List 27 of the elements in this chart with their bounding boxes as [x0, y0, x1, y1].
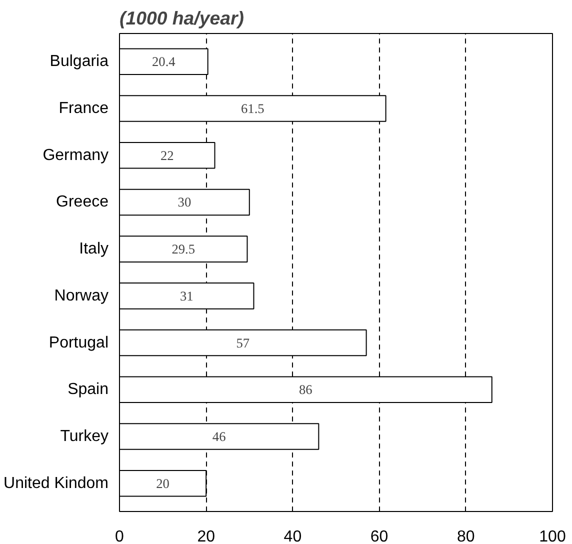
data-label: 29.5	[172, 242, 196, 257]
y-tick-label: United Kindom	[4, 474, 109, 492]
y-tick-label: Germany	[42, 146, 108, 164]
data-label: 22	[160, 148, 174, 163]
data-label: 20.4	[152, 54, 176, 70]
data-label: 30	[178, 194, 192, 210]
x-tick-label: 100	[539, 528, 566, 544]
y-tick-label: Italy	[79, 240, 108, 258]
x-tick-label: 20	[197, 528, 216, 544]
x-tick-label: 40	[284, 528, 302, 544]
data-label: 61.5	[240, 100, 265, 116]
data-label: 31	[180, 288, 194, 304]
y-tick-label: Norway	[54, 287, 108, 304]
y-tick-label: Portugal	[48, 334, 108, 352]
data-label: 86	[299, 382, 313, 398]
data-label: 20	[156, 476, 170, 491]
x-tick-label: 80	[457, 528, 475, 544]
chart-title: (1000 ha/year)	[120, 8, 244, 28]
y-tick-label: Spain	[68, 381, 108, 398]
y-tick-label: Greece	[56, 194, 109, 211]
x-tick-label: 0	[115, 528, 124, 544]
y-tick-label: Turkey	[60, 428, 109, 446]
x-tick-label: 60	[370, 528, 388, 544]
y-tick-label: Bulgaria	[50, 53, 109, 70]
data-label: 57	[236, 335, 250, 350]
data-label: 46	[212, 429, 226, 444]
y-tick-label: France	[58, 100, 109, 117]
